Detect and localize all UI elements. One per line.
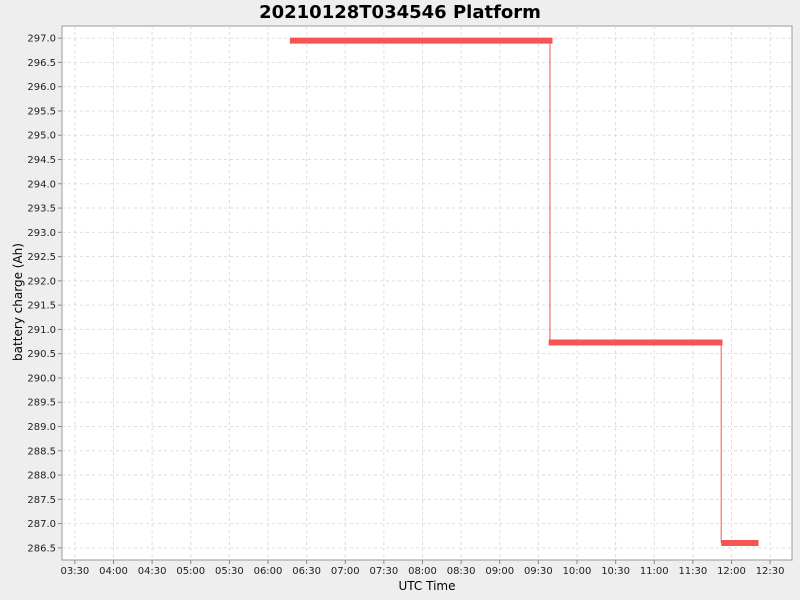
y-tick-label: 291.0 xyxy=(27,325,56,336)
y-tick-label: 293.0 xyxy=(27,228,56,239)
x-tick-label: 11:30 xyxy=(678,566,707,577)
x-tick-label: 08:30 xyxy=(447,566,476,577)
y-tick-label: 290.0 xyxy=(27,373,56,384)
x-tick-label: 03:30 xyxy=(60,566,89,577)
y-tick-label: 287.5 xyxy=(27,495,56,506)
y-tick-label: 296.5 xyxy=(27,58,56,69)
x-tick-label: 07:00 xyxy=(331,566,360,577)
y-tick-label: 295.0 xyxy=(27,131,56,142)
x-tick-label: 09:00 xyxy=(485,566,514,577)
y-tick-label: 294.5 xyxy=(27,155,56,166)
y-axis-label: battery charge (Ah) xyxy=(11,243,25,361)
y-tick-label: 296.0 xyxy=(27,82,56,93)
x-tick-label: 12:00 xyxy=(717,566,746,577)
y-tick-label: 293.5 xyxy=(27,204,56,215)
y-tick-label: 291.5 xyxy=(27,301,56,312)
y-tick-label: 292.5 xyxy=(27,252,56,263)
y-tick-label: 289.5 xyxy=(27,398,56,409)
x-tick-label: 04:00 xyxy=(99,566,128,577)
y-tick-label: 294.0 xyxy=(27,179,56,190)
x-axis-ticks: 03:30 04:00 04:30 05:00 05:30 06:00 06:30 07:00… xyxy=(60,560,785,577)
y-tick-label: 288.5 xyxy=(27,446,56,457)
x-axis-label: UTC Time xyxy=(399,579,456,593)
x-tick-label: 04:30 xyxy=(138,566,167,577)
x-tick-label: 06:30 xyxy=(292,566,321,577)
y-tick-label: 288.0 xyxy=(27,471,56,482)
x-tick-label: 09:30 xyxy=(524,566,553,577)
x-tick-label: 05:00 xyxy=(176,566,205,577)
x-tick-label: 06:00 xyxy=(254,566,283,577)
x-tick-label: 05:30 xyxy=(215,566,244,577)
y-tick-label: 289.0 xyxy=(27,422,56,433)
x-tick-label: 10:30 xyxy=(601,566,630,577)
y-axis-ticks: 286.5 287.0 287.5 288.0 288.5 289.0 289.5 290.0… xyxy=(27,34,62,554)
y-tick-label: 295.5 xyxy=(27,106,56,117)
x-tick-label: 07:30 xyxy=(369,566,398,577)
plot-area xyxy=(61,25,793,561)
x-tick-label: 10:00 xyxy=(563,566,592,577)
x-tick-label: 12:30 xyxy=(756,566,785,577)
y-tick-label: 287.0 xyxy=(27,519,56,530)
y-tick-label: 286.5 xyxy=(27,543,56,554)
y-tick-label: 292.0 xyxy=(27,276,56,287)
series-battery xyxy=(289,37,759,547)
x-tick-label: 08:00 xyxy=(408,566,437,577)
y-tick-label: 297.0 xyxy=(27,34,56,45)
chart-title: 20210128T034546 Platform xyxy=(259,2,541,23)
grid xyxy=(62,26,792,560)
x-tick-label: 11:00 xyxy=(640,566,669,577)
y-tick-label: 290.5 xyxy=(27,349,56,360)
